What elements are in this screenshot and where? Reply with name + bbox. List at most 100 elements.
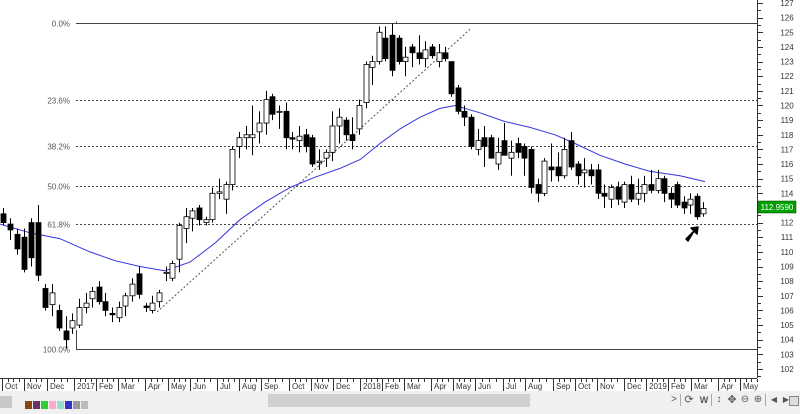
bearish-candle bbox=[668, 192, 675, 200]
color-swatch[interactable] bbox=[33, 401, 40, 409]
time-axis[interactable]: Oct Nov Dec 2017 Feb Mar Apr May Jun Jul Aug Sep Oct… bbox=[2, 379, 759, 391]
bullish-candle bbox=[495, 151, 502, 165]
month-label: Oct bbox=[5, 382, 18, 391]
color-swatch[interactable] bbox=[41, 401, 48, 409]
bullish-candle bbox=[541, 160, 548, 194]
month-label: Nov bbox=[27, 382, 41, 391]
color-swatch[interactable] bbox=[57, 401, 64, 409]
vertical-resize-icon[interactable]: ↕ bbox=[716, 394, 722, 405]
price-axis[interactable]: 127 126 125 124 123 122 121 120 119 118 117 116 115 1… bbox=[758, 0, 794, 377]
bullish-candle bbox=[621, 184, 628, 203]
toolbar-left-button[interactable] bbox=[0, 396, 12, 408]
bearish-candle bbox=[28, 222, 35, 259]
month-label: Nov bbox=[314, 382, 328, 391]
bearish-candle bbox=[681, 201, 688, 209]
candlesticks bbox=[0, 23, 707, 349]
color-swatch[interactable] bbox=[81, 401, 88, 409]
bearish-candle bbox=[0, 213, 7, 223]
arrow-right-icon[interactable]: ▶ bbox=[782, 395, 790, 404]
scroll-right-button[interactable]: > bbox=[671, 394, 677, 405]
color-palette[interactable] bbox=[25, 396, 89, 409]
color-swatch[interactable] bbox=[25, 401, 32, 409]
month-label: Apr bbox=[148, 382, 161, 391]
price-tick-label: 120 bbox=[780, 101, 794, 110]
bearish-candle bbox=[461, 110, 468, 118]
bullish-candle bbox=[276, 110, 283, 113]
chart-background bbox=[0, 0, 800, 391]
bullish-candle bbox=[69, 320, 76, 329]
bearish-candle bbox=[648, 184, 655, 191]
bearish-candle bbox=[63, 330, 70, 341]
bullish-candle bbox=[163, 271, 170, 274]
price-tick-label: 106 bbox=[780, 306, 794, 315]
color-swatch[interactable] bbox=[49, 401, 56, 409]
bullish-candle bbox=[183, 216, 190, 229]
price-tick-label: 117 bbox=[781, 145, 794, 154]
arrow-annotation[interactable] bbox=[685, 226, 699, 242]
window-icon[interactable] bbox=[789, 393, 799, 407]
bearish-candle bbox=[575, 163, 582, 177]
bearish-candle bbox=[102, 301, 109, 311]
fib-level-label: 100.0% bbox=[43, 346, 70, 355]
bullish-candle bbox=[608, 187, 615, 200]
bullish-candle bbox=[508, 151, 515, 159]
timeframe-button[interactable]: W bbox=[699, 395, 709, 405]
bearish-candle bbox=[501, 140, 508, 156]
month-label: 2019 bbox=[649, 382, 667, 391]
month-label: Dec bbox=[50, 382, 64, 391]
color-swatch[interactable] bbox=[73, 401, 80, 409]
time-axis-bg bbox=[0, 378, 757, 391]
fibonacci-retracement[interactable]: 0.0% 23.6% 38.2% 50.0% 61.8% 100.0% bbox=[43, 20, 757, 355]
price-tick-label: 107 bbox=[780, 292, 794, 301]
month-label: Jun bbox=[478, 382, 491, 391]
arrow-up-right-icon[interactable] bbox=[685, 226, 699, 242]
moving-average-path bbox=[0, 104, 706, 272]
zoom-out-icon[interactable]: ⊖ bbox=[740, 394, 750, 405]
bearish-candle bbox=[269, 96, 276, 115]
color-swatch[interactable] bbox=[65, 401, 72, 409]
month-label: Feb bbox=[671, 382, 685, 391]
month-label: 2017 bbox=[77, 382, 95, 391]
bearish-candle bbox=[283, 110, 290, 139]
month-label: Jul bbox=[506, 382, 516, 391]
bullish-candle bbox=[655, 178, 662, 191]
arrow-left-icon[interactable]: ◀ bbox=[770, 395, 778, 404]
bearish-candle bbox=[615, 187, 622, 200]
bearish-candle bbox=[674, 184, 681, 206]
bearish-candle bbox=[309, 137, 316, 165]
bearish-candle bbox=[694, 195, 701, 218]
bearish-candle bbox=[396, 37, 403, 62]
bullish-candle bbox=[436, 52, 443, 62]
fib-level-label: 0.0% bbox=[52, 20, 70, 29]
month-label: Feb bbox=[385, 382, 399, 391]
price-tick-label: 112 bbox=[781, 219, 794, 228]
bullish-candle bbox=[83, 302, 90, 308]
bearish-candle bbox=[661, 178, 668, 194]
bullish-candle bbox=[316, 160, 323, 163]
bullish-candle bbox=[203, 219, 210, 223]
bearish-candle bbox=[303, 134, 310, 147]
bearish-candle bbox=[535, 184, 542, 194]
month-label: Aug bbox=[528, 382, 542, 391]
price-tick-label: 126 bbox=[780, 14, 794, 23]
move-icon[interactable]: ✥ bbox=[727, 394, 737, 406]
month-label: Dec bbox=[336, 382, 350, 391]
bearish-candle bbox=[21, 236, 28, 270]
bullish-candle bbox=[356, 105, 363, 130]
bearish-candle bbox=[416, 52, 423, 60]
bullish-candle bbox=[116, 307, 123, 319]
bearish-candle bbox=[515, 143, 522, 153]
bullish-candle bbox=[189, 210, 196, 219]
bearish-candle bbox=[196, 207, 203, 221]
horizontal-scrollbar[interactable] bbox=[268, 394, 530, 407]
bullish-candle bbox=[209, 192, 216, 221]
bearish-candle bbox=[548, 166, 555, 171]
price-tick-label: 103 bbox=[780, 350, 794, 359]
bearish-candle bbox=[136, 273, 143, 295]
bearish-candle bbox=[409, 46, 416, 54]
refresh-icon[interactable]: ⟳ bbox=[684, 394, 694, 406]
zoom-in-icon[interactable]: ⊕ bbox=[753, 394, 763, 405]
fib-level-label: 50.0% bbox=[47, 183, 70, 192]
price-tick-label: 116 bbox=[781, 160, 794, 169]
